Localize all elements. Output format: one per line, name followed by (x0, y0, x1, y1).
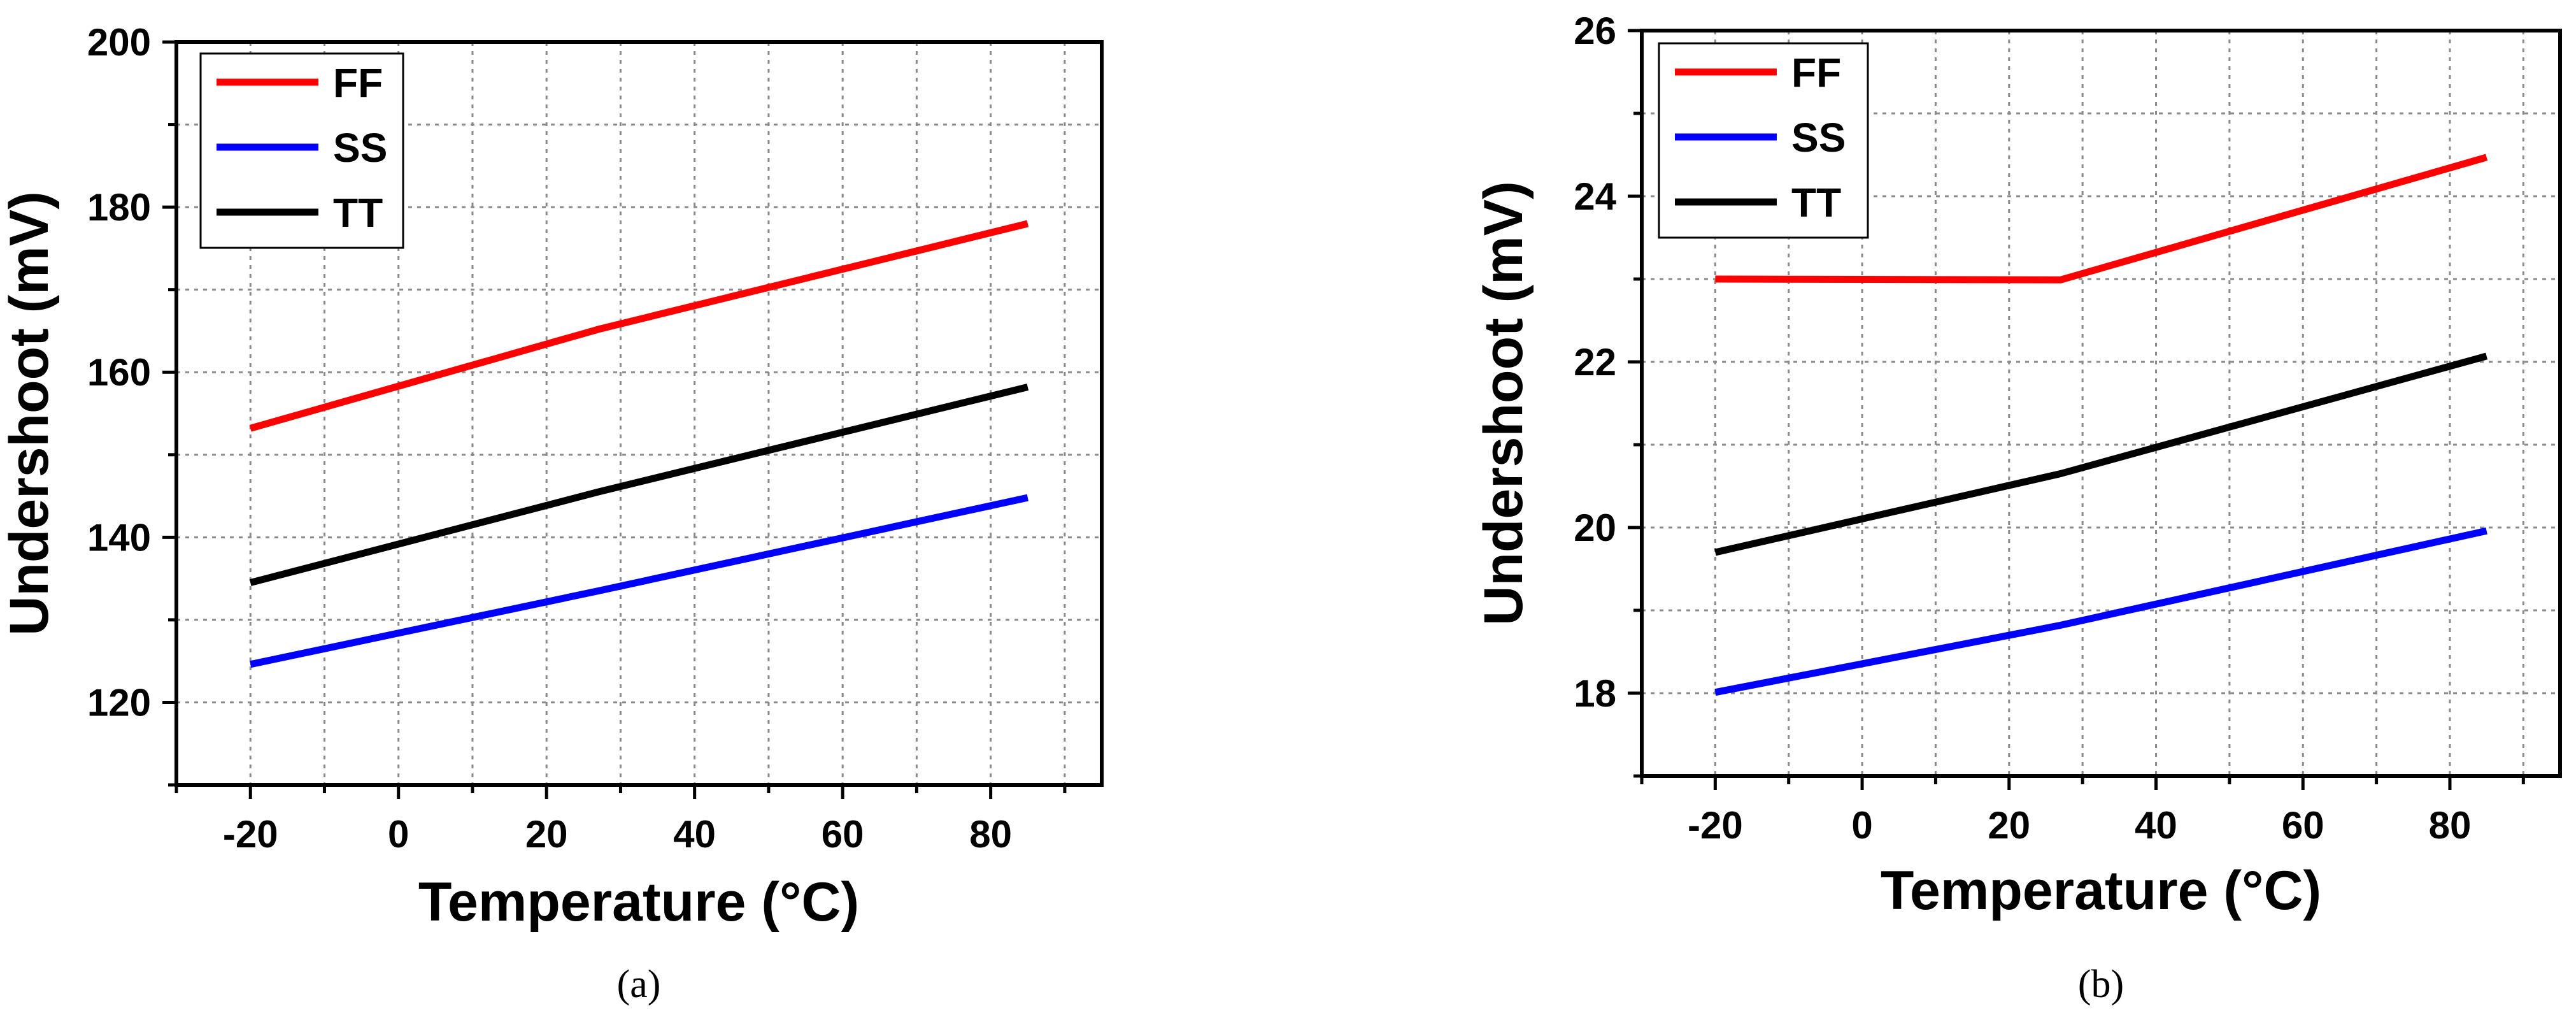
x-tick-label: 40 (2135, 804, 2177, 847)
series-line-ff (249, 220, 1029, 432)
legend-label-ss: SS (1791, 115, 1846, 161)
axis-ticks (1628, 29, 2525, 790)
y-tick-label: 22 (1574, 341, 1616, 384)
y-axis-title: Undershoot (mV) (1473, 181, 1534, 626)
x-tick-label: 60 (2282, 804, 2324, 847)
x-tick-label: -20 (223, 813, 278, 856)
x-tick-label: 0 (1851, 804, 1872, 847)
x-tick-label: -20 (1688, 804, 1743, 847)
panel-label: (b) (2078, 963, 2124, 1006)
legend-label-tt: TT (333, 190, 383, 236)
series-line-ss (250, 494, 1028, 668)
x-axis-title: Temperature (°C) (1881, 860, 2321, 921)
series-line-ss (1714, 527, 2487, 696)
x-tick-label: 20 (525, 813, 568, 856)
y-tick-label: 200 (87, 21, 151, 64)
y-tick-label: 180 (87, 186, 151, 229)
series-line-ff (1715, 154, 2488, 284)
legend: FF SS TT (199, 52, 404, 249)
x-tick-label: 80 (2429, 804, 2472, 847)
panel-label: (a) (617, 963, 661, 1006)
y-tick-label: 160 (87, 351, 151, 394)
x-tick-label: 0 (388, 813, 409, 856)
y-tick-label: 20 (1574, 506, 1616, 549)
chart-panel-2: -20 0 20 40 60 80 18 20 22 24 26 Temperature (°C) Un… (1473, 10, 2562, 1006)
y-tick-label: 18 (1574, 672, 1616, 715)
axis-ticks (162, 40, 1067, 799)
y-tick-label: 140 (87, 516, 151, 559)
plot-frame (174, 40, 1104, 787)
series-line-tt (1714, 352, 2488, 556)
x-tick-label: 80 (969, 813, 1012, 856)
legend-label-tt: TT (1791, 180, 1841, 226)
legend-label-ff: FF (333, 60, 383, 106)
y-tick-label: 26 (1574, 10, 1616, 52)
legend: FF SS TT (1658, 42, 1869, 239)
y-tick-label: 120 (87, 681, 151, 724)
y-axis-title: Undershoot (mV) (0, 191, 60, 636)
x-tick-label: 60 (822, 813, 864, 856)
legend-label-ss: SS (333, 125, 387, 171)
series-line-tt (249, 384, 1029, 586)
y-tick-label: 24 (1574, 175, 1616, 218)
legend-label-ff: FF (1791, 50, 1841, 96)
chart-panel-1: -20 0 20 40 60 80 120 140 160 180 200 Temperature (… (0, 21, 1104, 1006)
x-tick-label: 40 (673, 813, 716, 856)
x-axis-title: Temperature (°C) (418, 872, 859, 933)
plot-frame (1640, 29, 2562, 778)
x-tick-label: 20 (1988, 804, 2030, 847)
